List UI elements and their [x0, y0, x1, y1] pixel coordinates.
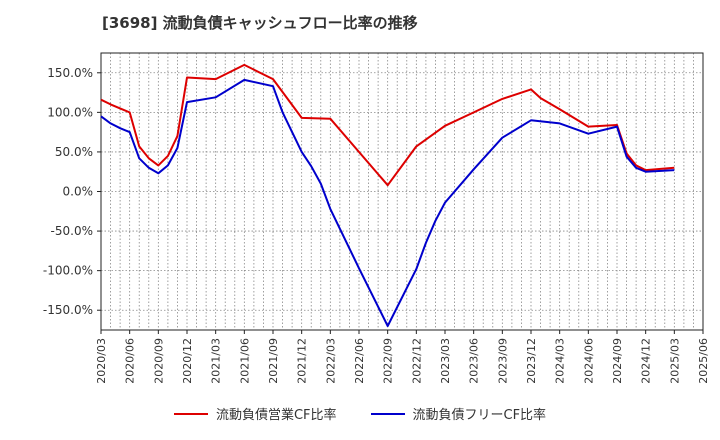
- legend-swatch-free-cf: [370, 412, 405, 415]
- series-line-free-cf: [100, 78, 675, 327]
- x-tick-label: 2024/06: [582, 338, 595, 384]
- x-tick-label: 2022/09: [382, 338, 395, 384]
- y-tick-label: -150.0%: [43, 303, 93, 317]
- y-tick-label: 50.0%: [55, 145, 93, 159]
- x-tick-label: 2022/12: [410, 338, 423, 384]
- x-tick-label: 2020/09: [152, 338, 165, 384]
- chart-legend: 流動負債営業CF比率 流動負債フリーCF比率: [0, 404, 720, 423]
- y-tick-label: 100.0%: [47, 105, 93, 119]
- y-tick-label: -50.0%: [51, 224, 93, 238]
- y-tick-label: 0.0%: [63, 185, 94, 199]
- series-line-operating-cf: [100, 63, 675, 187]
- legend-label-free-cf: 流動負債フリーCF比率: [412, 408, 547, 423]
- legend-swatch-operating-cf: [173, 412, 208, 415]
- x-tick-label: 2025/06: [697, 338, 710, 384]
- x-tick-label: 2021/03: [210, 338, 223, 384]
- x-tick-label: 2023/06: [468, 338, 481, 384]
- legend-label-operating-cf: 流動負債営業CF比率: [215, 408, 337, 423]
- x-tick-label: 2020/06: [124, 338, 137, 384]
- x-tick-label: 2024/09: [611, 338, 624, 384]
- x-tick-label: 2023/03: [439, 338, 452, 384]
- legend-item-operating-cf: 流動負債営業CF比率: [173, 404, 337, 423]
- x-tick-label: 2025/03: [668, 338, 681, 384]
- x-tick-label: 2022/06: [353, 338, 366, 384]
- x-tick-label: 2021/06: [238, 338, 251, 384]
- y-tick-label: -100.0%: [43, 264, 93, 278]
- x-tick-label: 2022/03: [324, 338, 337, 384]
- x-tick-label: 2023/12: [525, 338, 538, 384]
- x-tick-label: 2024/12: [640, 338, 653, 384]
- y-tick-label: 150.0%: [47, 66, 93, 80]
- x-tick-label: 2020/12: [181, 338, 194, 384]
- legend-item-free-cf: 流動負債フリーCF比率: [370, 404, 547, 423]
- x-tick-label: 2024/03: [554, 338, 567, 384]
- x-tick-label: 2023/09: [496, 338, 509, 384]
- x-tick-label: 2021/09: [267, 338, 280, 384]
- chart-title: [3698] 流動負債キャッシュフロー比率の推移: [102, 14, 418, 32]
- x-tick-label: 2020/03: [95, 338, 108, 384]
- x-tick-label: 2021/12: [296, 338, 309, 384]
